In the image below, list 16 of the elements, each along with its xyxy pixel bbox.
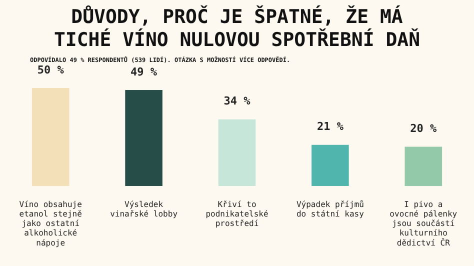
bar bbox=[312, 144, 349, 186]
x-tick-label: Víno obsahuje etanol stejně jako ostatní alkoholické nápoje bbox=[19, 200, 82, 248]
x-tick-label: Křiví to podnikatelské prostředí bbox=[206, 200, 268, 228]
data-label: 34 % bbox=[224, 94, 251, 108]
bar bbox=[404, 146, 442, 186]
bar bbox=[125, 90, 162, 186]
x-tick-label: Výsledek vinařské lobby bbox=[110, 200, 178, 218]
data-label: 21 % bbox=[316, 120, 344, 134]
chart-title: DŮVODY, PROČ JE ŠPATNÉ, ŽE MÁ TICHÉ VÍNO NULOVOU SPOTŘEBNÍ DAŇ bbox=[52, 4, 422, 52]
bar bbox=[218, 119, 256, 186]
bar bbox=[32, 88, 70, 186]
data-label: 50 % bbox=[37, 63, 64, 76]
data-label: 49 % bbox=[130, 65, 158, 78]
x-tick-label: I pivo a ovocné pálenky jsou součástí kulturního dědictví ČR bbox=[390, 200, 458, 248]
data-label: 20 % bbox=[410, 122, 438, 136]
x-tick-label: Výpadek příjmů do státní kasy bbox=[296, 200, 364, 218]
